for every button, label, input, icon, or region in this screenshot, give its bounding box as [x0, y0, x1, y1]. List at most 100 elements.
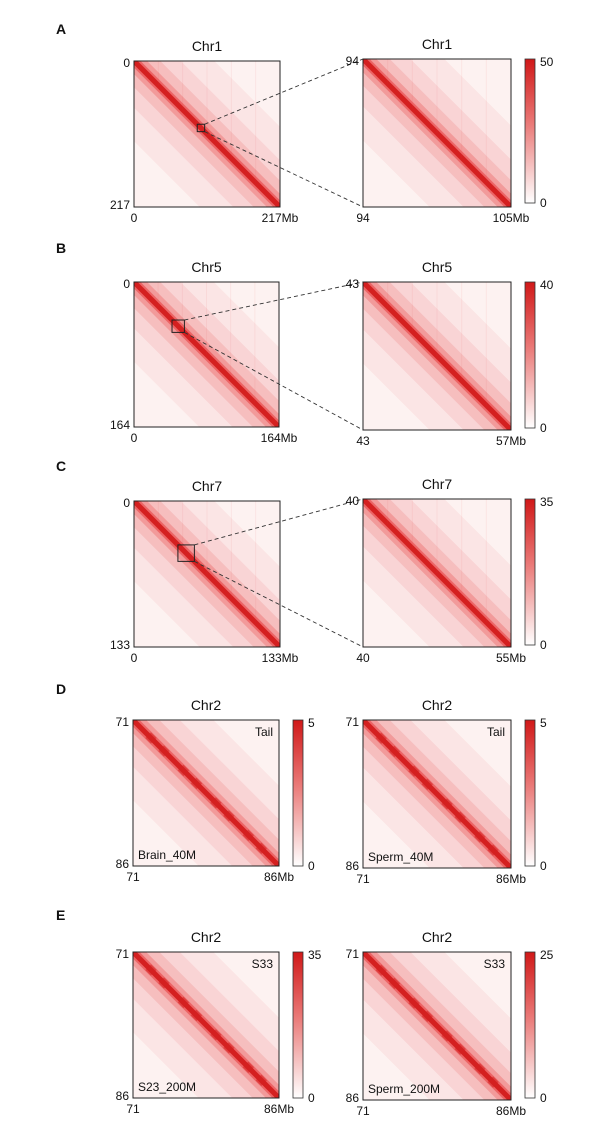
- heatmap-title: Chr5: [422, 259, 453, 275]
- y-tick-start: 71: [346, 715, 360, 729]
- domain-corner: [474, 831, 486, 843]
- zoom-box: [171, 319, 185, 333]
- colorbar-min: 0: [540, 1091, 547, 1105]
- heatmap-contacts: [363, 952, 511, 1100]
- diagonal-signal: [363, 720, 511, 868]
- heatmap-panel: Chr7 40 40 55Mb 35 0: [346, 476, 554, 665]
- colorbar-max: 5: [308, 716, 315, 730]
- colorbar-max: 35: [540, 495, 554, 509]
- diagonal-signal: [134, 282, 279, 427]
- domain-corner: [190, 1009, 203, 1022]
- domain-corner: [210, 1029, 222, 1041]
- x-tick-end: 164Mb: [261, 431, 298, 445]
- panel-label: A: [56, 21, 66, 37]
- domain-corner: [210, 797, 222, 809]
- zoom-connector-bottom: [184, 332, 364, 431]
- y-tick-start: 43: [346, 277, 360, 291]
- domain-corner: [242, 1061, 254, 1073]
- y-tick-start: 71: [116, 947, 130, 961]
- panel-label: B: [56, 240, 66, 256]
- heatmap-frame: [133, 281, 280, 428]
- domain-corner: [375, 964, 387, 976]
- domain-corner: [408, 997, 420, 1009]
- x-tick-end: 55Mb: [496, 651, 526, 665]
- x-tick-end: 133Mb: [262, 651, 299, 665]
- colorbar: [524, 58, 536, 204]
- inset-label-top: Tail: [255, 725, 273, 739]
- domain-corner: [145, 964, 157, 976]
- x-tick-end: 86Mb: [264, 1102, 294, 1116]
- y-tick-end: 86: [116, 857, 130, 871]
- zoom-connector-top: [204, 58, 364, 125]
- y-tick-start: 0: [123, 496, 130, 510]
- y-tick-end: 86: [346, 859, 360, 873]
- heatmap-title: Chr2: [191, 697, 222, 713]
- heatmap-contacts: [363, 720, 511, 868]
- heatmap-title: Chr2: [422, 929, 453, 945]
- zoom-box: [196, 123, 206, 133]
- y-tick-start: 94: [346, 54, 360, 68]
- heatmap-frame: [362, 58, 512, 208]
- inset-label-bottom: Sperm_200M: [368, 1082, 440, 1096]
- diagonal-signal: [133, 952, 279, 1098]
- inset-label-bottom: S23_200M: [138, 1080, 196, 1094]
- y-tick-end: 217: [110, 198, 130, 212]
- domain-corner: [255, 1074, 267, 1086]
- colorbar: [524, 281, 536, 429]
- y-tick-start: 71: [346, 947, 360, 961]
- colorbar-max: 50: [540, 55, 554, 69]
- x-tick-start: 71: [126, 1102, 140, 1116]
- heatmap-frame: [362, 719, 512, 869]
- colorbar: [292, 719, 304, 867]
- heatmap-title: Chr7: [192, 478, 223, 494]
- x-tick-start: 71: [356, 872, 370, 886]
- heatmap-frame: [133, 60, 281, 208]
- x-tick-end: 105Mb: [493, 211, 530, 225]
- heatmap-title: Chr1: [192, 38, 223, 54]
- y-tick-start: 0: [123, 56, 130, 70]
- domain-corner: [145, 732, 157, 744]
- domain-corner: [388, 745, 401, 758]
- x-tick-start: 43: [356, 434, 370, 448]
- heatmap-title: Chr1: [422, 36, 453, 52]
- panel-label: D: [56, 681, 66, 697]
- domain-corner: [158, 977, 170, 989]
- domain-corner: [421, 1010, 433, 1022]
- diagonal-signal: [363, 952, 511, 1100]
- colorbar: [292, 951, 304, 1099]
- colorbar-max: 40: [540, 278, 554, 292]
- heatmap-contacts: [134, 282, 279, 427]
- heatmap-panel: Chr5 43 43 57Mb 40 0: [346, 259, 554, 448]
- domain-corner: [190, 777, 203, 790]
- diagonal-signal: [363, 499, 511, 647]
- domain-corner: [375, 732, 387, 744]
- diagonal-signal: [363, 282, 511, 430]
- colorbar: [524, 719, 536, 867]
- x-tick-start: 0: [131, 431, 138, 445]
- colorbar-min: 0: [540, 421, 547, 435]
- x-tick-end: 86Mb: [496, 872, 526, 886]
- heatmap-contacts: [133, 720, 279, 866]
- domain-corner: [441, 798, 453, 810]
- zoom-connector-top: [184, 281, 364, 321]
- y-tick-end: 86: [346, 1091, 360, 1105]
- heatmap-contacts: [133, 952, 279, 1098]
- heatmap-contacts: [134, 61, 280, 207]
- domain-corner: [242, 829, 254, 841]
- colorbar-max: 35: [308, 948, 322, 962]
- zoom-box: [177, 544, 195, 562]
- panel-label: E: [56, 907, 65, 923]
- zoom-connector-bottom: [204, 131, 364, 208]
- colorbar-min: 0: [540, 859, 547, 873]
- y-tick-start: 0: [123, 277, 130, 291]
- heatmap-contacts: [363, 282, 511, 430]
- x-tick-end: 86Mb: [496, 1104, 526, 1118]
- diagonal-signal: [134, 501, 280, 647]
- y-tick-end: 164: [110, 418, 130, 432]
- domain-corner: [388, 977, 401, 990]
